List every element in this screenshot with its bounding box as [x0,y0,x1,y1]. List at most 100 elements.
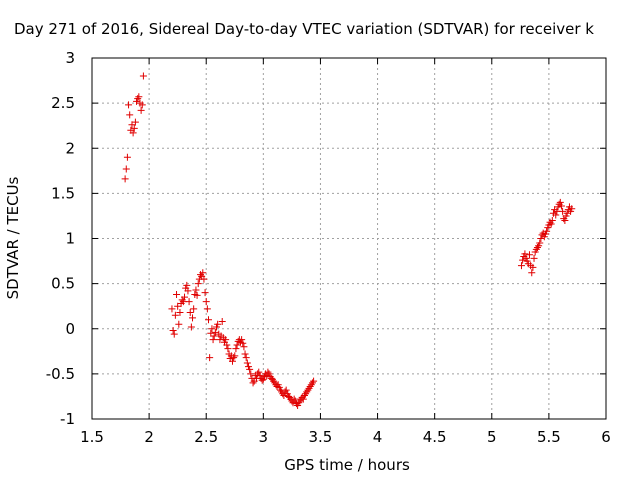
data-point [561,216,569,224]
data-point [121,175,129,183]
data-point [282,386,290,394]
data-point [308,379,316,387]
data-point [169,327,177,335]
data-point [135,93,143,101]
data-point [184,287,192,295]
data-point [214,320,222,328]
data-point [271,379,279,387]
data-point [304,386,312,394]
data-point [238,336,246,344]
x-axis-label: GPS time / hours [284,456,410,474]
data-point [556,198,564,206]
data-point [300,392,308,400]
data-point [199,269,207,277]
data-point [208,325,216,333]
data-point [202,298,210,306]
x-tick-label: 4.5 [423,428,447,446]
data-point [543,227,551,235]
data-point [548,216,556,224]
data-point [525,251,533,259]
data-point [134,95,142,103]
data-point [264,368,272,376]
data-point [222,336,230,344]
data-point [123,153,131,161]
data-point [296,397,304,405]
data-point [243,359,251,367]
x-tick-label: 2 [144,428,154,446]
data-point [270,377,278,385]
data-point [228,357,236,365]
x-tick-label: 5 [487,428,497,446]
data-point [137,106,145,114]
data-point [306,383,314,391]
data-point [230,354,238,362]
axis-ticks: 1.5 2 2.5 3 3.5 4 4.5 5 5.5 6 -1 -0.5 0 0.5 1 1.5 2 2.5 3 [46,49,611,446]
x-tick-label: 1.5 [80,428,104,446]
data-point [258,376,266,384]
data-point [224,345,232,353]
data-point [532,245,540,253]
data-point [205,316,213,324]
data-point [559,207,567,215]
data-point [307,381,315,389]
data-point [130,124,138,132]
data-point [268,375,276,383]
data-point [210,332,218,340]
data-point [181,293,189,301]
data-point [175,320,183,328]
data-point [189,314,197,322]
data-point [176,309,184,317]
data-point [530,254,538,262]
data-point [519,256,527,264]
data-point [537,235,545,242]
data-point [185,298,193,306]
data-point [138,101,146,109]
data-point [280,392,288,400]
data-point [249,379,257,387]
grid [92,58,606,419]
data-point [310,377,318,385]
y-tick-label: 0.5 [51,275,75,293]
data-point [190,305,198,313]
data-point [122,165,130,173]
y-tick-label: 1 [65,230,75,248]
data-point [187,323,195,331]
data-point [168,305,176,313]
data-point [206,354,214,362]
data-point [286,393,294,401]
data-point [529,263,537,271]
data-points [121,72,576,409]
data-point [209,336,217,344]
data-point [241,350,249,358]
data-point [255,368,263,376]
data-point [302,390,310,398]
y-tick-label: 1.5 [51,184,75,202]
x-tick-label: 6 [601,428,611,446]
data-point [173,290,181,298]
data-point [242,354,250,362]
data-point [183,281,191,289]
data-point [171,311,179,319]
data-point [305,384,313,392]
data-point [295,399,303,407]
data-point [239,339,247,347]
data-point [517,262,525,270]
y-tick-label: -0.5 [46,365,75,383]
data-point [194,280,202,288]
data-point [139,72,147,80]
data-point [303,388,311,396]
data-point [193,291,201,299]
y-tick-label: 2 [65,139,75,157]
data-point [129,129,137,137]
data-point [218,318,226,326]
data-point [246,365,254,373]
data-point [568,205,576,213]
data-point [557,202,565,210]
data-point [125,101,133,109]
x-tick-label: 5.5 [537,428,561,446]
data-point [247,370,255,378]
data-point [201,289,209,297]
data-point [203,305,211,313]
